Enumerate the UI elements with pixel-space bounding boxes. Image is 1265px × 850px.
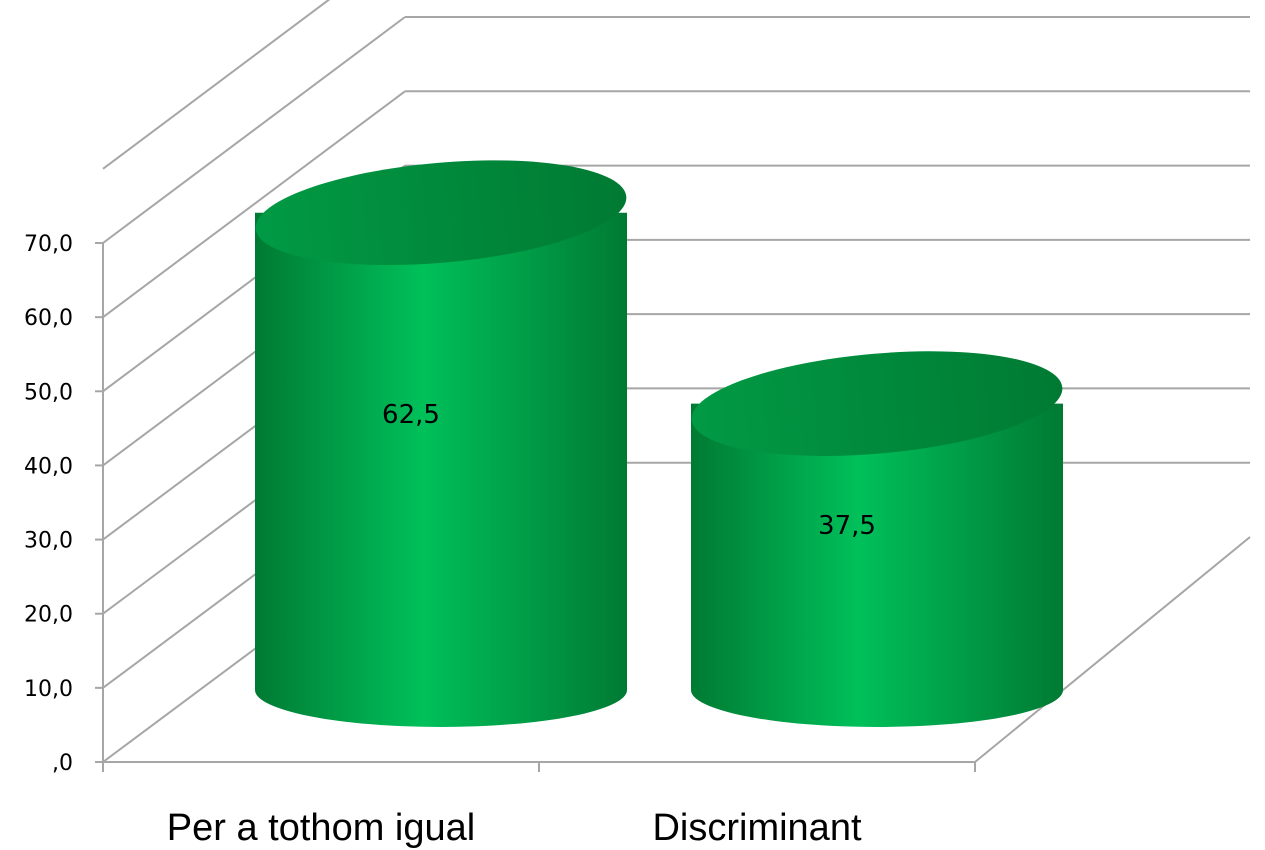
y-tick-label: 50,0 <box>24 380 73 405</box>
x-tick-label: Discriminant <box>652 807 861 849</box>
y-tick-label: 40,0 <box>24 454 73 479</box>
gridline-side <box>102 90 406 318</box>
bar-cylinder <box>691 351 1063 727</box>
y-tick-label: 20,0 <box>24 603 73 628</box>
bar-body <box>255 212 627 727</box>
y-tick-label: 70,0 <box>24 232 73 257</box>
y-tick-label: 30,0 <box>24 529 73 554</box>
floor-edge-right <box>974 536 1251 763</box>
bar-top <box>691 351 1063 456</box>
x-tick-label: Per a tothom igual <box>167 807 475 849</box>
y-tick-label: 10,0 <box>24 677 73 702</box>
bar-top <box>255 160 627 266</box>
gridline-side <box>102 16 406 244</box>
y-tick-label: ,0 <box>52 751 73 776</box>
bar-body <box>691 403 1063 727</box>
data-label: 62,5 <box>382 400 440 430</box>
y-tick-label: 60,0 <box>24 306 73 331</box>
labels: 62,5 Per a tothom igual 37,5 Discriminant <box>167 400 876 849</box>
axes: ,0 10,0 20,0 30,0 40,0 50,0 60,0 70,0 <box>24 232 976 776</box>
bar-cylinder <box>255 160 627 727</box>
data-label: 37,5 <box>818 511 876 541</box>
gridline-side <box>102 0 331 170</box>
bars <box>255 160 1063 727</box>
